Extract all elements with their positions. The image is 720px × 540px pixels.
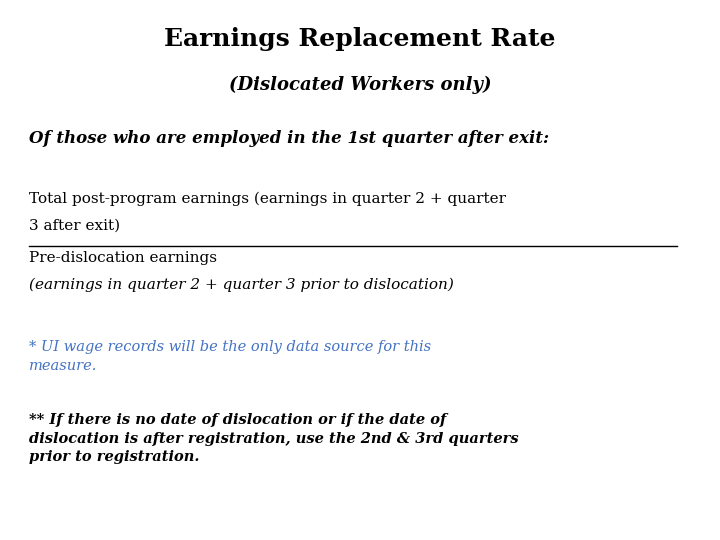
Text: 3 after exit): 3 after exit) xyxy=(29,219,120,233)
Text: Of those who are employed in the 1st quarter after exit:: Of those who are employed in the 1st qua… xyxy=(29,130,549,146)
Text: Earnings Replacement Rate: Earnings Replacement Rate xyxy=(164,27,556,51)
Text: * UI wage records will be the only data source for this
measure.: * UI wage records will be the only data … xyxy=(29,340,431,373)
Text: (Dislocated Workers only): (Dislocated Workers only) xyxy=(229,76,491,94)
Text: ** If there is no date of dislocation or if the date of
dislocation is after reg: ** If there is no date of dislocation or… xyxy=(29,413,518,464)
Text: (earnings in quarter 2 + quarter 3 prior to dislocation): (earnings in quarter 2 + quarter 3 prior… xyxy=(29,278,454,293)
Text: Pre-dislocation earnings: Pre-dislocation earnings xyxy=(29,251,217,265)
Text: Total post-program earnings (earnings in quarter 2 + quarter: Total post-program earnings (earnings in… xyxy=(29,192,505,206)
